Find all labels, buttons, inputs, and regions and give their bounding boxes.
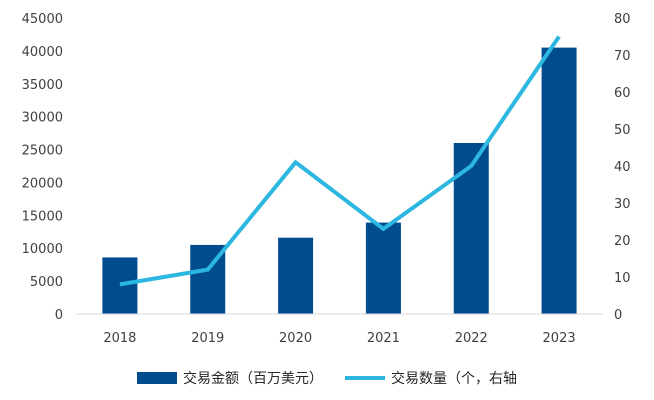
y-right-tick-label: 50	[614, 123, 631, 138]
y-left-tick-label: 25000	[22, 144, 63, 159]
y-left-tick-label: 35000	[22, 78, 63, 93]
y-right-tick-label: 70	[614, 49, 631, 64]
y-right-tick-label: 0	[614, 308, 622, 323]
x-tick-label: 2021	[367, 331, 400, 346]
legend-label-amount: 交易金额（百万美元）	[183, 371, 323, 387]
y-left-tick-label: 20000	[22, 176, 63, 191]
x-tick-label: 2020	[279, 331, 312, 346]
chart: 0 5000 10000 15000 20000 25000 30000 35000 40000…	[22, 12, 631, 346]
x-tick-label: 2019	[191, 331, 224, 346]
bar	[453, 142, 489, 314]
y-left-tick-label: 5000	[30, 275, 63, 290]
legend-item-count: 交易数量（个，右轴	[345, 368, 517, 388]
legend-swatch-bar	[137, 372, 177, 384]
y-right-tick-label: 80	[614, 12, 631, 27]
y-right-tick-label: 10	[614, 271, 631, 286]
y-right-tick-label: 20	[614, 234, 631, 249]
bar	[365, 222, 401, 314]
bar	[278, 237, 314, 314]
legend-label-count: 交易数量（个，右轴	[391, 371, 517, 387]
x-tick-label: 2018	[103, 331, 136, 346]
y-left-tick-label: 15000	[22, 209, 63, 224]
y-right-tick-label: 40	[614, 160, 631, 175]
y-right-tick-label: 60	[614, 86, 631, 101]
legend-item-amount: 交易金额（百万美元）	[137, 368, 323, 388]
y-right-tick-label: 30	[614, 197, 631, 212]
legend: 交易金额（百万美元） 交易数量（个，右轴	[0, 368, 654, 388]
y-left-tick-label: 10000	[22, 242, 63, 257]
y-left-tick-label: 45000	[22, 12, 63, 27]
bar	[102, 257, 138, 314]
y-left-tick-label: 40000	[22, 45, 63, 60]
x-tick-label: 2023	[543, 331, 576, 346]
x-tick-label: 2022	[455, 331, 488, 346]
bar	[541, 47, 577, 314]
legend-swatch-line	[345, 376, 385, 380]
count-line	[119, 35, 561, 287]
y-left-tick-label: 30000	[22, 111, 63, 126]
y-left-tick-label: 0	[55, 308, 63, 323]
